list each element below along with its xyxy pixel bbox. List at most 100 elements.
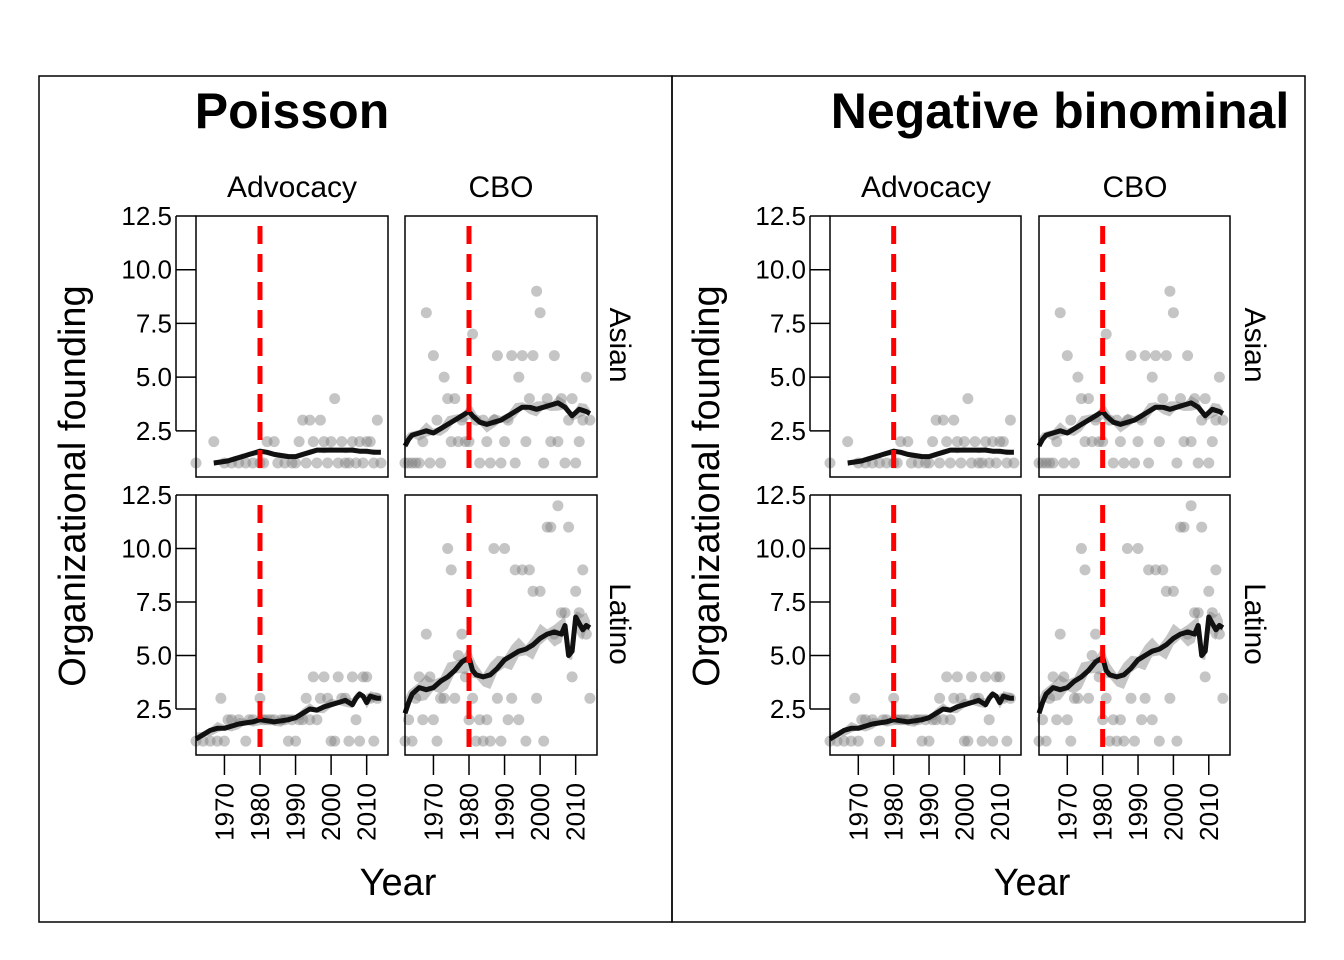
row-strip-asian: Asian: [1238, 307, 1271, 382]
data-point: [438, 371, 450, 383]
data-point: [261, 436, 273, 448]
data-point: [934, 692, 946, 704]
data-point: [962, 393, 974, 405]
data-point: [523, 393, 535, 405]
data-point: [354, 436, 366, 448]
data-point: [1150, 564, 1162, 576]
facet-frame: [195, 215, 389, 478]
facet-asian-advocacy: 2.5 5.0 7.5 10.0 12.5: [121, 201, 389, 478]
data-point: [920, 457, 931, 469]
data-point: [1157, 393, 1169, 405]
data-point: [566, 393, 578, 405]
panel-poisson: Poisson Advocacy CBO Asian Latino Year O…: [38, 75, 673, 923]
data-point: [1178, 521, 1190, 533]
data-point: [222, 714, 234, 726]
data-point: [980, 436, 992, 448]
data-point: [1004, 414, 1016, 426]
data-point: [484, 735, 496, 747]
data-point: [520, 735, 532, 747]
data-point: [1146, 371, 1158, 383]
data-point: [534, 585, 546, 597]
data-point: [375, 457, 387, 469]
x-tick-label: 1980: [1088, 783, 1118, 841]
data-point: [332, 457, 344, 469]
facet-latino-advocacy: 2.5 5.0 7.5 10.0 12.5 1970 1980 1990 2000 2010: [755, 480, 1022, 841]
data-point: [290, 457, 302, 469]
data-point: [1192, 607, 1204, 619]
data-point: [923, 735, 935, 747]
data-point: [1203, 585, 1215, 597]
data-point: [902, 436, 914, 448]
data-point: [888, 692, 900, 704]
data-point: [1125, 350, 1137, 362]
data-point: [456, 628, 468, 640]
data-point: [506, 350, 518, 362]
data-point: [566, 671, 578, 683]
data-point: [491, 350, 503, 362]
data-point: [307, 671, 319, 683]
data-point: [343, 735, 355, 747]
data-point: [531, 285, 543, 297]
trend-line: [213, 447, 381, 466]
data-point: [944, 457, 956, 469]
data-point: [314, 414, 326, 426]
data-point: [1075, 393, 1087, 405]
data-point: [845, 735, 857, 747]
data-point: [1075, 543, 1087, 554]
trend-line: [847, 447, 1014, 466]
trend-line: [402, 400, 592, 448]
data-point: [1061, 350, 1073, 362]
data-point: [987, 436, 999, 448]
data-point: [477, 735, 489, 747]
data-point: [516, 564, 528, 576]
data-point: [1100, 328, 1112, 340]
data-point: [958, 735, 970, 747]
data-point: [1044, 457, 1056, 469]
y-tick-label: 12.5: [121, 201, 172, 231]
data-point: [502, 714, 514, 726]
data-point: [350, 457, 362, 469]
data-point: [958, 436, 970, 448]
data-point: [1164, 285, 1176, 297]
data-point: [520, 436, 532, 448]
data-point: [584, 692, 596, 704]
data-point: [417, 714, 429, 726]
y-tick-label: 10.0: [121, 533, 172, 563]
column-strip-cbo: CBO: [1102, 171, 1167, 204]
data-point: [484, 457, 496, 469]
data-point: [427, 350, 439, 362]
data-point: [318, 436, 330, 448]
data-point: [941, 671, 953, 683]
data-point: [406, 735, 418, 747]
data-point: [445, 436, 457, 448]
data-point: [944, 714, 956, 726]
data-point: [361, 671, 373, 683]
y-tick-label: 10.0: [755, 255, 806, 285]
data-point: [413, 671, 425, 683]
data-point: [842, 436, 854, 448]
data-point: [962, 735, 974, 747]
data-point: [548, 350, 560, 362]
data-point: [966, 671, 977, 683]
data-point: [254, 692, 266, 704]
data-point: [403, 714, 415, 726]
x-tick-label: 1970: [418, 783, 448, 841]
facet-asian-cbo: [399, 215, 598, 478]
x-tick-label: 2000: [316, 783, 346, 841]
data-point: [577, 564, 589, 576]
data-point: [325, 735, 337, 747]
data-point: [499, 543, 511, 554]
data-point: [1189, 607, 1201, 619]
data-point: [445, 564, 457, 576]
data-point: [307, 436, 319, 448]
data-point: [208, 436, 220, 448]
data-point: [1199, 393, 1211, 405]
data-point: [916, 735, 928, 747]
data-point: [983, 714, 995, 726]
data-point: [1054, 628, 1066, 640]
data-point: [1118, 735, 1130, 747]
data-point: [976, 457, 988, 469]
data-point: [513, 714, 525, 726]
data-point: [1051, 714, 1063, 726]
data-point: [955, 692, 967, 704]
